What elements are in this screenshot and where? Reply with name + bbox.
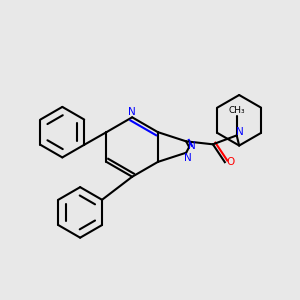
Text: N: N <box>188 140 196 151</box>
Text: N: N <box>236 127 244 137</box>
Text: N: N <box>184 153 191 163</box>
Text: O: O <box>226 157 234 167</box>
Text: N: N <box>128 107 136 117</box>
Text: CH₃: CH₃ <box>228 106 245 115</box>
